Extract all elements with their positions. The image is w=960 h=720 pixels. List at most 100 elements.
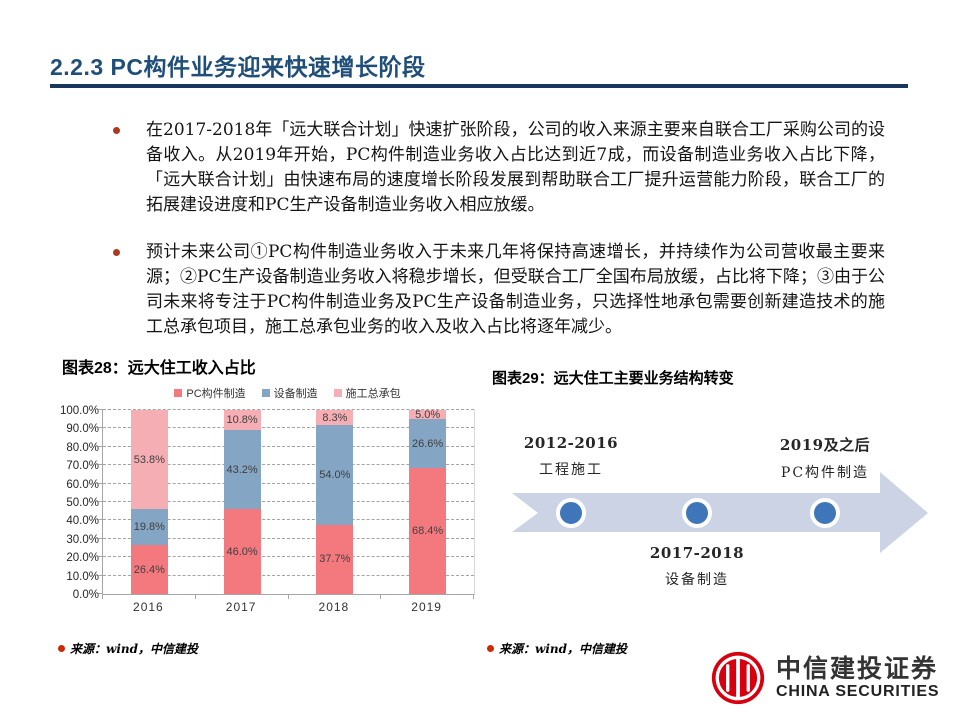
bar-segment: 26.6%: [409, 419, 447, 469]
timeline-arrow-icon: [512, 472, 928, 553]
figure29-title: 图表29：远大住工主要业务结构转变: [492, 370, 734, 387]
source-text-right: 来源：wind，中信建投: [499, 642, 628, 656]
data-label: 68.4%: [412, 525, 444, 538]
y-tick: [98, 464, 103, 466]
y-tick: [98, 482, 103, 484]
revenue-share-chart: PC构件制造 设备制造 施工总承包 0.0% 10.0% 20.0% 30.0% 40.0%…: [55, 382, 475, 627]
bar-segment: 26.4%: [130, 545, 168, 594]
bar-segment: 37.7%: [316, 524, 354, 594]
data-label: 8.3%: [322, 411, 348, 424]
y-axis-label: 30.0%: [66, 533, 99, 546]
legend-item: PC构件制造: [174, 385, 246, 401]
milestone-period: 2019及之后: [779, 436, 871, 454]
y-tick: [98, 519, 103, 521]
x-tick: [473, 594, 474, 599]
y-axis-label: 90.0%: [66, 423, 99, 436]
legend-label: PC构件制造: [186, 388, 246, 400]
bullet-point-2: 预计未来公司①PC构件制造业务收入于未来几年将保持高速增长，并持续作为公司营收最…: [113, 240, 885, 340]
x-tick: [380, 594, 382, 599]
y-axis-label: 10.0%: [66, 570, 99, 583]
page-title: 2.2.3 PC构件业务迎来快速增长阶段: [50, 54, 426, 80]
data-label: 10.8%: [226, 413, 258, 426]
source-note-left: 来源：wind，中信建投: [58, 640, 198, 657]
bar-segment: 10.8%: [223, 410, 261, 430]
bar-segment: 68.4%: [409, 468, 447, 594]
title-divider: [50, 84, 908, 88]
gridline: [103, 501, 474, 502]
bullet-dot-icon: [113, 127, 120, 134]
data-label: 19.8%: [133, 521, 165, 534]
data-label: 26.6%: [412, 437, 444, 450]
gridline: [103, 445, 474, 447]
data-label: 46.0%: [226, 545, 258, 558]
milestone-label: PC构件制造: [780, 465, 870, 481]
bar-segment: 43.2%: [223, 429, 261, 510]
y-axis-label: 40.0%: [66, 515, 99, 528]
y-axis-label: 60.0%: [66, 478, 99, 491]
y-tick: [98, 409, 103, 410]
legend-item: 施工总承包: [333, 385, 401, 401]
source-dot-icon: [487, 645, 494, 652]
legend-swatch-icon: [333, 389, 342, 397]
bar-2016: 26.4% 19.8% 53.8%: [130, 410, 168, 594]
business-transition-diagram: 2012-2016 工程施工 2017-2018 设备制造 2019及之后 PC构件制造: [505, 420, 940, 610]
y-axis-label: 100.0%: [59, 405, 99, 417]
chart-plot: 26.4% 19.8% 53.8% 46.0% 43.2% 10.8% 37.7% 54.0%…: [98, 408, 475, 595]
x-tick: [102, 594, 103, 599]
data-label: 26.4%: [133, 563, 165, 576]
legend-item: 设备制造: [261, 385, 318, 401]
bar-segment: 53.8%: [130, 410, 168, 509]
milestone-label: 设备制造: [664, 572, 729, 588]
milestone-period: 2017-2018: [649, 544, 745, 562]
timeline-node-icon: [810, 498, 840, 528]
bullet-text-2: 预计未来公司①PC构件制造业务收入于未来几年将保持高速增长，并持续作为公司营收最…: [146, 242, 885, 337]
bar-2018: 37.7% 54.0% 8.3%: [316, 410, 354, 594]
x-tick: [287, 594, 289, 599]
gridline: [103, 464, 474, 466]
gridline: [103, 537, 474, 539]
gridline: [103, 427, 474, 429]
source-text-left: 来源：wind，中信建投: [70, 642, 199, 656]
bar-segment: 54.0%: [316, 425, 354, 525]
y-tick: [98, 593, 103, 594]
logo-text: 中信建投证券 CHINA SECURITIES: [776, 655, 939, 702]
bullet-point-1: 在2017-2018年「远大联合计划」快速扩张阶段，公司的收入来源主要来自联合工…: [113, 118, 885, 218]
data-label: 53.8%: [133, 453, 165, 466]
gridline: [103, 556, 474, 558]
x-axis-label: 2019: [411, 600, 442, 614]
y-tick: [98, 574, 103, 576]
x-axis-label: 2018: [318, 600, 350, 614]
legend-swatch-icon: [261, 389, 270, 397]
x-tick: [194, 594, 196, 599]
logo-name-en: CHINA SECURITIES: [776, 683, 940, 701]
bar-segment: 8.3%: [316, 410, 354, 426]
y-axis-label: 50.0%: [66, 497, 99, 509]
legend-label: 施工总承包: [345, 388, 401, 400]
y-tick: [98, 556, 103, 558]
gridline: [103, 574, 474, 576]
y-tick: [98, 537, 103, 539]
bullet-dot-icon: [113, 249, 120, 256]
milestone-1: 2012-2016 工程施工: [524, 434, 618, 479]
data-label: 43.2%: [226, 463, 258, 476]
bar-segment: 46.0%: [223, 509, 261, 594]
data-label: 37.7%: [319, 553, 351, 566]
milestone-2: 2017-2018 设备制造: [650, 544, 744, 589]
milestone-3: 2019及之后 PC构件制造: [780, 434, 870, 482]
company-logo: 中信建投证券 CHINA SECURITIES: [710, 650, 939, 706]
citic-emblem-icon: [711, 651, 765, 705]
data-label: 5.0%: [415, 408, 441, 421]
chart-legend: PC构件制造 设备制造 施工总承包: [102, 385, 473, 401]
gridline: [103, 519, 474, 521]
timeline-node-icon: [556, 498, 586, 528]
milestone-label: 工程施工: [538, 462, 603, 478]
timeline-node-icon: [682, 498, 712, 528]
bar-segment: 5.0%: [409, 408, 447, 421]
y-tick: [98, 501, 103, 502]
source-note-right: 来源：wind，中信建投: [487, 640, 627, 657]
chart-y-axis: 0.0% 10.0% 20.0% 30.0% 40.0% 50.0% 60.0% 70.0% 8…: [55, 405, 99, 601]
logo-name-cn: 中信建投证券: [776, 654, 939, 683]
y-axis-label: 80.0%: [66, 441, 99, 454]
source-dot-icon: [58, 645, 65, 652]
